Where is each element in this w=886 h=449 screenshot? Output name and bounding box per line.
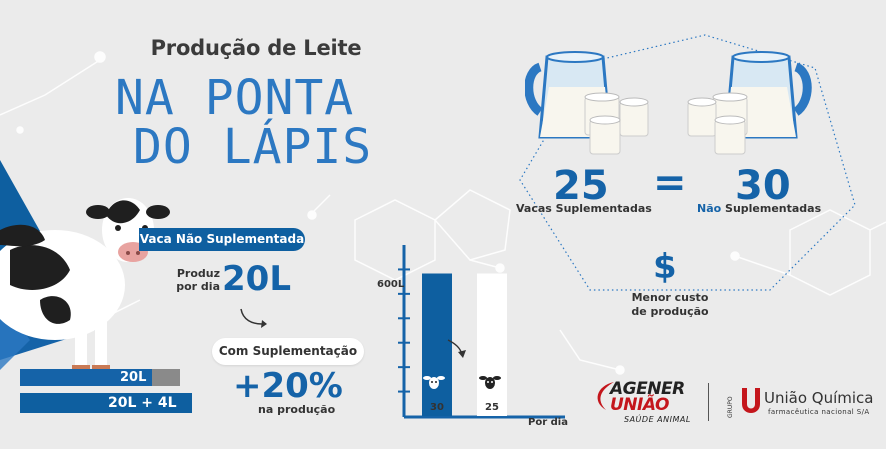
curved-arrow-icon bbox=[240, 308, 267, 328]
logo-divider bbox=[708, 383, 709, 421]
uniao-quimica-u-icon bbox=[742, 388, 760, 413]
production-bar-20l-cap bbox=[152, 369, 180, 386]
daily-production-amount: 20L bbox=[222, 259, 291, 299]
chart-y-label: 600L bbox=[377, 279, 405, 290]
agener-logo: AGENER UNIÃO bbox=[610, 379, 685, 415]
lower-cost-line-2: de produção bbox=[631, 305, 709, 318]
production-bar-20l-label: 20L bbox=[120, 370, 147, 385]
non-supplemented-cows-count: 30 bbox=[735, 163, 791, 209]
cow-illustration bbox=[0, 198, 170, 373]
suplementadas-word: Suplementadas bbox=[721, 202, 822, 215]
production-bar-24l-label: 20L + 4L bbox=[108, 395, 177, 411]
chart-arrow-head-icon bbox=[458, 350, 466, 358]
per-day-label: por dia bbox=[176, 280, 220, 293]
lower-cost-label: Menor custo de produção bbox=[620, 291, 720, 319]
agener-logo-line-2: UNIÃO bbox=[610, 395, 669, 415]
production-bar-20l bbox=[20, 369, 180, 386]
supplementation-pill: Com Suplementação bbox=[212, 338, 364, 365]
lower-cost-line-1: Menor custo bbox=[631, 291, 709, 304]
percent-increase-label: na produção bbox=[258, 403, 336, 416]
supplemented-cows-label: Vacas Suplementadas bbox=[516, 202, 652, 215]
non-supplemented-tag: Vaca Não Suplementada bbox=[139, 228, 305, 251]
production-bar-24l bbox=[20, 393, 192, 413]
chart-bar-label-1: 25 bbox=[485, 402, 499, 413]
headline: Produção de Leite bbox=[150, 36, 362, 60]
title-line-1: NA PONTA bbox=[115, 70, 355, 126]
agener-logo-line-1: AGENER bbox=[610, 379, 685, 399]
chart-bar-0 bbox=[422, 273, 452, 416]
chart-bars: 30 25 bbox=[422, 273, 507, 416]
chart-bar-1 bbox=[477, 273, 507, 416]
produces-per-day-label: Produz por dia bbox=[170, 267, 220, 293]
dollar-icon: $ bbox=[653, 247, 677, 287]
non-supplemented-cows-label: Não Suplementadas bbox=[697, 202, 821, 215]
produces-label: Produz bbox=[176, 267, 220, 280]
chart-x-label: Por dia bbox=[528, 417, 568, 428]
milk-pitcher-right bbox=[687, 51, 812, 155]
production-chart: 30 25 bbox=[398, 245, 565, 419]
milk-pitcher-left bbox=[525, 51, 649, 155]
cow-head-icon-2 bbox=[479, 376, 501, 389]
uniao-quimica-subtitle: farmacêutica nacional S/A bbox=[768, 408, 870, 416]
cow-head-icon bbox=[423, 376, 445, 389]
title-line-2: DO LÁPIS bbox=[133, 119, 373, 175]
grupo-label: GRUPO bbox=[727, 396, 734, 418]
supplemented-cows-count: 25 bbox=[553, 163, 609, 209]
agener-logo-subtitle: SAÚDE ANIMAL bbox=[624, 415, 691, 424]
uniao-quimica-logo: União Química bbox=[764, 389, 874, 407]
agener-swoosh-icon bbox=[597, 382, 614, 410]
percent-increase: +20% bbox=[233, 366, 343, 406]
chart-bar-label-0: 30 bbox=[430, 402, 444, 413]
chart-ticks bbox=[398, 268, 410, 393]
equals-sign: = bbox=[653, 160, 687, 206]
nao-word: Não bbox=[697, 202, 722, 215]
